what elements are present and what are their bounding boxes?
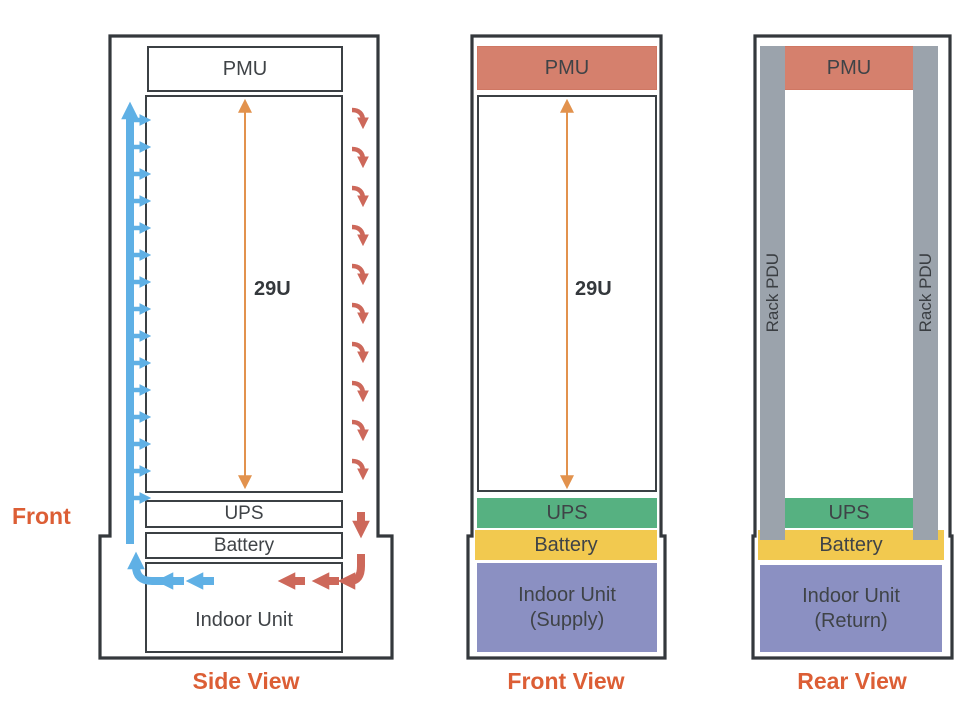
rear-right-pdu-label: Rack PDU	[915, 253, 935, 333]
rear-ups-box: UPS	[785, 498, 913, 528]
front-ups-label: UPS	[546, 501, 588, 524]
front-indoor-unit-sublabel: (Supply)	[529, 608, 605, 631]
rear-view-caption: Rear View	[797, 668, 907, 694]
front-indoor-unit-label: Indoor Unit	[518, 583, 616, 606]
front-side-marker: Front	[12, 503, 71, 529]
rear-battery-label: Battery	[819, 533, 883, 556]
rear-left-pdu-label: Rack PDU	[762, 253, 782, 333]
rear-right-pdu-bar: Rack PDU	[913, 46, 938, 540]
side-ups-label: UPS	[224, 503, 264, 525]
rear-left-pdu-bar: Rack PDU	[760, 46, 785, 540]
side-indoor-unit-label: Indoor Unit	[195, 609, 293, 631]
rear-indoor-unit-box: Indoor Unit (Return)	[760, 565, 942, 652]
rear-pmu-label: PMU	[826, 56, 872, 79]
front-battery-label: Battery	[534, 533, 598, 556]
side-u-space-box	[145, 95, 343, 493]
side-battery-box: Battery	[145, 532, 343, 559]
rear-pmu-box: PMU	[760, 46, 938, 90]
side-view-caption: Side View	[192, 668, 300, 694]
front-ups-box: UPS	[477, 498, 657, 528]
front-pmu-box: PMU	[477, 46, 657, 90]
front-pmu-label: PMU	[544, 56, 590, 79]
side-pmu-box: PMU	[147, 46, 343, 92]
side-ups-box: UPS	[145, 500, 343, 528]
side-indoor-unit-box: Indoor Unit	[145, 562, 343, 653]
rear-indoor-unit-label: Indoor Unit	[802, 584, 900, 607]
front-indoor-unit-box: Indoor Unit (Supply)	[477, 563, 657, 652]
front-view-caption: Front View	[507, 668, 625, 694]
front-u-height-label: 29U	[575, 278, 612, 300]
front-u-space-box	[477, 95, 657, 492]
side-battery-label: Battery	[213, 534, 275, 556]
rear-ups-label: UPS	[828, 501, 870, 524]
rear-indoor-unit-sublabel: (Return)	[814, 609, 888, 632]
side-u-height-label: 29U	[254, 278, 291, 300]
side-pmu-label: PMU	[222, 57, 268, 80]
front-battery-box: Battery	[475, 530, 657, 560]
